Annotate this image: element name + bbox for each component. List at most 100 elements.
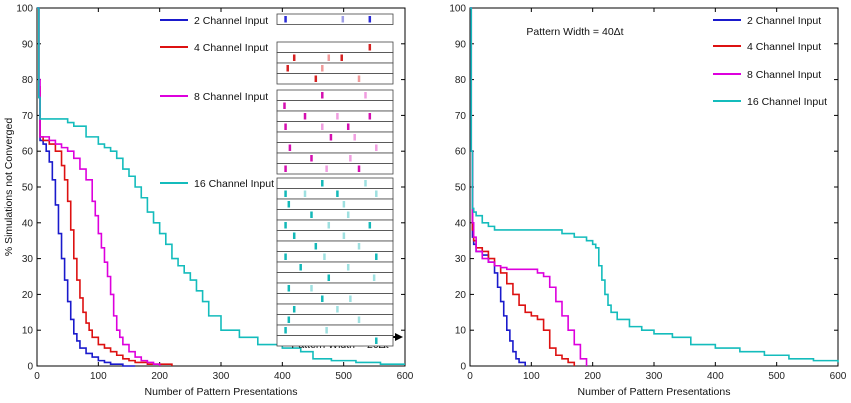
x-tick-label: 600 [397, 371, 414, 382]
spike-mark [368, 222, 372, 229]
raster-group [276, 177, 394, 347]
raster-row [276, 272, 394, 284]
y-tick-label: 100 [16, 4, 33, 15]
spike-mark [284, 222, 287, 229]
spike-mark [325, 165, 328, 172]
legend-label: 8 Channel Input [194, 91, 268, 103]
x-tick-label: 300 [213, 371, 230, 382]
raster-row [276, 219, 394, 231]
raster-row [276, 62, 394, 74]
spike-mark [310, 285, 313, 292]
y-tick-label: 70 [455, 111, 467, 122]
spike-mark [292, 306, 296, 313]
legend-label: 8 Channel Input [747, 69, 821, 81]
spike-mark [287, 316, 291, 323]
x-tick-label: 500 [768, 371, 785, 382]
spike-mark [336, 113, 339, 120]
y-tick-label: 30 [22, 254, 34, 265]
raster-row [276, 73, 394, 85]
spike-mark [327, 54, 331, 61]
spike-mark [303, 190, 307, 197]
raster-row [276, 261, 394, 273]
spike-mark [375, 190, 378, 197]
spike-mark [375, 253, 378, 260]
spike-mark [336, 306, 339, 313]
spike-mark [375, 337, 378, 344]
y-tick-label: 30 [455, 254, 467, 265]
y-tick-label: 40 [455, 218, 467, 229]
spike-mark [375, 144, 378, 151]
spike-mark [303, 113, 307, 120]
spike-mark [321, 180, 324, 187]
raster-row [276, 177, 394, 189]
spike-mark [346, 211, 350, 218]
series-line [37, 7, 173, 366]
raster-row [276, 110, 394, 122]
y-tick-label: 50 [455, 183, 467, 194]
spike-mark [353, 134, 356, 141]
x-tick-label: 600 [830, 371, 847, 382]
spike-mark [364, 180, 367, 187]
y-tick-label: 10 [455, 326, 467, 337]
y-tick-label: 40 [22, 218, 34, 229]
y-tick-label: 70 [22, 111, 34, 122]
raster-row [276, 89, 394, 101]
spike-mark [287, 285, 291, 292]
y-tick-label: 80 [455, 75, 467, 86]
spike-mark [321, 123, 324, 130]
legend-label: 4 Channel Input [194, 42, 268, 54]
raster-row [276, 198, 394, 210]
spike-mark [340, 54, 343, 61]
y-axis-label: % Simulations not Converged [3, 118, 15, 256]
legend-label: 4 Channel Input [747, 41, 821, 53]
y-tick-label: 20 [455, 290, 467, 301]
legend-label: 16 Channel Input [194, 178, 274, 190]
y-tick-label: 90 [22, 39, 34, 50]
raster-row [276, 293, 394, 305]
spike-mark [327, 222, 331, 229]
y-tick-label: 90 [455, 39, 467, 50]
spike-mark [357, 243, 361, 250]
series-line [37, 7, 136, 367]
raster-group [276, 89, 394, 175]
spike-mark [357, 75, 361, 82]
y-tick-label: 100 [449, 4, 466, 15]
y-tick-label: 20 [22, 290, 34, 301]
spike-mark [321, 295, 324, 302]
raster-row [276, 163, 394, 175]
spike-mark [310, 211, 313, 218]
spike-mark [368, 44, 372, 51]
spike-mark [342, 232, 346, 239]
raster-row [276, 100, 394, 112]
spike-mark [287, 201, 291, 208]
raster-row [276, 282, 394, 294]
spike-mark [323, 253, 326, 260]
spike-mark [292, 54, 296, 61]
raster-row [276, 131, 394, 143]
raster-row [276, 335, 394, 347]
left-panel: 0 100 200 300 400 500 600 0 10 20 30 40 50 60 70 80 90 10… [3, 4, 414, 399]
spike-mark [299, 264, 302, 271]
spike-mark [321, 65, 324, 72]
spike-mark [336, 190, 339, 197]
spike-mark [284, 16, 287, 23]
y-tick-label: 60 [22, 147, 34, 158]
spike-mark [310, 155, 313, 162]
legend-label: 2 Channel Input [194, 15, 268, 27]
spike-mark [342, 201, 346, 208]
plot-frame [469, 7, 839, 367]
x-tick-label: 400 [707, 371, 724, 382]
raster-row [276, 324, 394, 336]
spike-mark [292, 232, 296, 239]
raster-row [276, 13, 394, 25]
series-line [470, 7, 576, 366]
raster-row [276, 41, 394, 53]
series-line [37, 7, 161, 366]
spike-mark [372, 274, 376, 281]
spike-mark [364, 92, 367, 99]
spike-mark [284, 123, 287, 130]
spike-mark [368, 113, 372, 120]
arrow-head-right [395, 333, 403, 341]
spike-mark [329, 134, 333, 141]
